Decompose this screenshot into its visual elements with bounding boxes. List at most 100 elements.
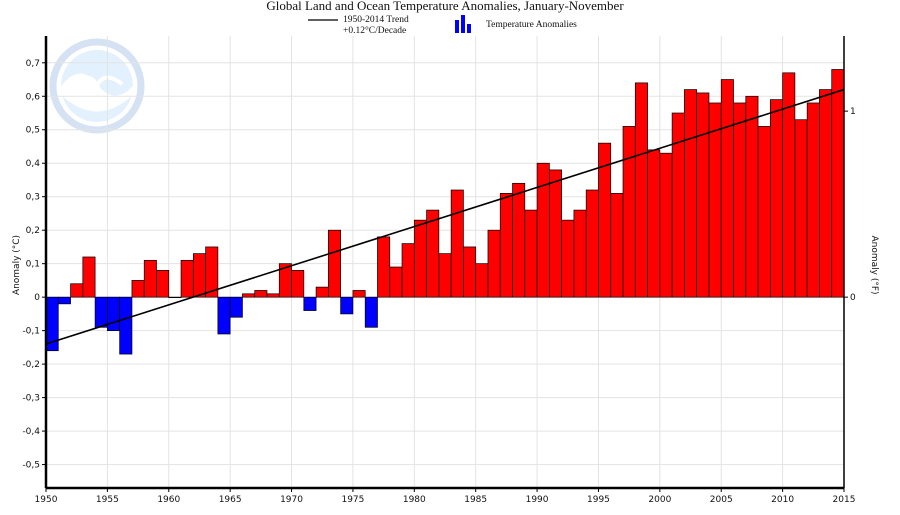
bar-1957	[131, 280, 145, 298]
bar-1951	[57, 296, 71, 305]
bar-1999	[647, 149, 661, 298]
bar-1968	[266, 293, 280, 298]
x-tick-label: 2000	[648, 495, 671, 505]
bar-1964	[217, 296, 231, 335]
y-tick-label: 0,7	[26, 59, 40, 69]
bar-2003	[696, 92, 710, 298]
y-tick-label: -0,2	[22, 360, 40, 370]
x-tick-label: 1985	[464, 495, 487, 505]
bar-1997	[622, 126, 636, 298]
y-tick-label: 0,4	[26, 159, 41, 169]
bar-1992	[561, 219, 575, 298]
bar-1971	[303, 296, 317, 311]
bar-1970	[291, 270, 305, 298]
bar-2007	[745, 95, 759, 298]
bar-1961	[180, 259, 194, 298]
legend: 1950-2014 Trend +0.12°C/Decade Temperatu…	[308, 15, 577, 36]
bar-1952	[70, 283, 84, 298]
x-tick-label: 2010	[771, 495, 794, 505]
x-tick-label: 2005	[710, 495, 733, 505]
bar-1974	[340, 296, 354, 315]
bar-2012	[806, 102, 820, 298]
x-tick-label: 1975	[341, 495, 364, 505]
bar-2006	[733, 102, 747, 298]
y-tick-label: 0	[34, 293, 40, 303]
bar-1988	[512, 182, 526, 298]
bar-1980	[413, 219, 427, 298]
bar-2002	[684, 89, 698, 298]
bar-2014	[831, 69, 845, 298]
y-tick-label: -0,4	[22, 427, 40, 437]
bar-1960	[168, 296, 182, 299]
legend-bars-label: Temperature Anomalies	[486, 20, 577, 30]
y-tick-label: 0,6	[26, 92, 41, 102]
bar-1963	[205, 246, 219, 298]
right-tick-label: 1	[850, 107, 856, 117]
y-tick-label: -0,5	[22, 461, 40, 471]
bar-1978	[389, 266, 403, 298]
bar-1981	[426, 209, 440, 298]
bar-2008	[757, 126, 771, 298]
x-tick-label: 1965	[219, 495, 242, 505]
bar-1991	[549, 169, 562, 298]
x-tick-label: 1970	[280, 495, 303, 505]
bars	[45, 69, 845, 355]
bar-1977	[377, 236, 391, 298]
bar-1989	[524, 209, 538, 298]
y-tick-label: 0,1	[26, 260, 40, 270]
chart-title: Global Land and Ocean Temperature Anomal…	[266, 0, 624, 13]
x-tick-label: 2015	[833, 495, 856, 505]
bar-2011	[794, 119, 808, 298]
bar-1986	[487, 229, 501, 298]
legend-bars-icon	[455, 15, 471, 33]
y-tick-label: 0,3	[26, 193, 40, 203]
axes: -0,5 -0,4 -0,3 -0,2 -0,1 0 0,1 0,2 0,3 0,4 0,5 0,6 0…	[22, 36, 856, 505]
bar-2009	[769, 99, 783, 298]
y-axis-label-right: Anomaly (°F)	[869, 235, 879, 294]
bar-1975	[352, 290, 366, 298]
trend-line-group	[45, 88, 845, 345]
right-tick-label: 0	[850, 293, 856, 303]
trend-line	[45, 88, 845, 345]
x-tick-label: 1955	[96, 495, 119, 505]
bar-1962	[192, 253, 206, 298]
bar-1993	[573, 209, 587, 298]
bar-1998	[634, 82, 648, 298]
bar-1976	[364, 296, 378, 328]
y-tick-label: -0,1	[22, 327, 40, 337]
x-tick-label: 1995	[587, 495, 610, 505]
bar-1954	[94, 296, 108, 328]
bar-1955	[107, 296, 121, 331]
y-tick-label: 0,5	[26, 126, 40, 136]
bar-1956	[119, 296, 133, 355]
bar-1965	[229, 296, 243, 318]
legend-trend-label-line1: 1950-2014 Trend	[343, 15, 409, 25]
bar-1966	[242, 293, 256, 298]
bar-1953	[82, 256, 96, 298]
bar-1983	[450, 189, 464, 298]
bar-1959	[156, 270, 170, 298]
x-tick-label: 1950	[35, 495, 58, 505]
y-axis-label-left: Anomaly (°C)	[12, 235, 22, 295]
bar-1984	[463, 246, 477, 298]
x-tick-label: 1960	[157, 495, 180, 505]
bar-1967	[254, 290, 268, 298]
bar-1973	[328, 229, 341, 298]
bar-1979	[401, 243, 415, 298]
bar-1972	[315, 286, 329, 298]
bar-1987	[499, 193, 513, 298]
bar-2000	[659, 152, 673, 298]
legend-trend-label-line2: +0.12°C/Decade	[343, 25, 406, 36]
noaa-logo-icon	[49, 38, 145, 134]
y-tick-label: 0,2	[26, 226, 40, 236]
y-tick-label: -0,3	[22, 394, 40, 404]
bar-2005	[720, 79, 734, 298]
bar-1958	[143, 259, 157, 298]
bar-1996	[610, 193, 624, 298]
bar-1982	[438, 253, 452, 298]
bar-1994	[585, 189, 599, 298]
bar-1985	[475, 263, 489, 298]
x-tick-label: 1990	[526, 495, 549, 505]
bar-2013	[819, 89, 833, 298]
